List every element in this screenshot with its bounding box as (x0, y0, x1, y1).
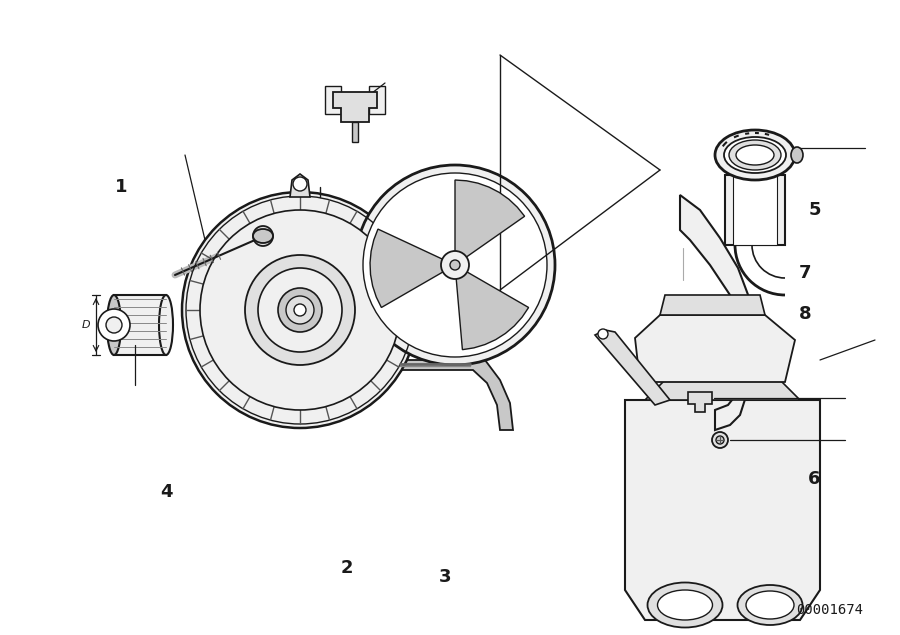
Circle shape (716, 436, 724, 444)
Circle shape (258, 268, 342, 352)
Circle shape (355, 165, 555, 365)
Circle shape (278, 288, 322, 332)
Circle shape (441, 251, 469, 279)
Polygon shape (355, 220, 390, 400)
Polygon shape (625, 400, 820, 620)
Text: 00001674: 00001674 (796, 603, 863, 617)
Text: 7: 7 (799, 264, 812, 282)
Polygon shape (370, 229, 445, 307)
Ellipse shape (658, 590, 713, 620)
Polygon shape (680, 195, 754, 430)
Ellipse shape (746, 591, 794, 619)
Polygon shape (635, 315, 795, 382)
Bar (352, 122, 358, 142)
Polygon shape (369, 86, 385, 114)
Ellipse shape (791, 147, 803, 163)
Circle shape (293, 177, 307, 191)
Polygon shape (455, 180, 525, 258)
Polygon shape (400, 360, 513, 430)
Circle shape (106, 317, 122, 333)
Circle shape (98, 309, 130, 341)
Ellipse shape (729, 140, 781, 170)
Text: 3: 3 (439, 568, 452, 585)
Text: 8: 8 (799, 305, 812, 323)
Polygon shape (325, 86, 341, 114)
Circle shape (294, 304, 306, 316)
Ellipse shape (253, 229, 273, 243)
Text: 1: 1 (115, 178, 128, 196)
Circle shape (598, 329, 608, 339)
Text: 4: 4 (160, 483, 173, 501)
Ellipse shape (107, 295, 121, 355)
Circle shape (286, 296, 314, 324)
Bar (114, 295, 166, 355)
Polygon shape (456, 271, 528, 350)
Ellipse shape (737, 585, 803, 625)
Polygon shape (688, 392, 712, 412)
Text: 2: 2 (340, 559, 353, 577)
Ellipse shape (647, 582, 723, 627)
Circle shape (363, 173, 547, 357)
Text: 6: 6 (808, 471, 821, 488)
Circle shape (253, 226, 273, 246)
Polygon shape (645, 380, 800, 400)
Polygon shape (290, 174, 310, 197)
Circle shape (712, 432, 728, 448)
Bar (725, 175, 785, 245)
Circle shape (200, 210, 400, 410)
Circle shape (182, 192, 418, 428)
Text: D: D (82, 320, 90, 330)
Circle shape (245, 255, 355, 365)
Polygon shape (660, 295, 765, 315)
Circle shape (450, 260, 460, 270)
Bar (733, 175, 777, 245)
Ellipse shape (724, 137, 786, 173)
Polygon shape (333, 92, 377, 122)
Polygon shape (595, 330, 670, 405)
Ellipse shape (159, 295, 173, 355)
Ellipse shape (736, 145, 774, 165)
Text: 5: 5 (808, 201, 821, 218)
Ellipse shape (715, 130, 795, 180)
